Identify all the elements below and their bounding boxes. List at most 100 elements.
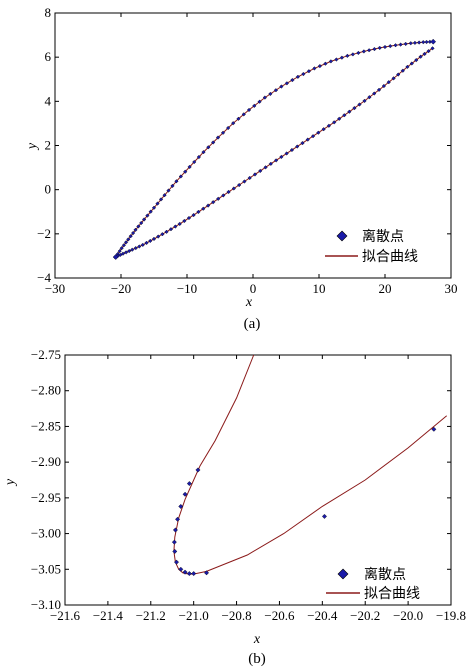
data-point <box>362 98 367 103</box>
x-tick-label: −21.0 <box>179 608 209 623</box>
data-point <box>142 217 147 222</box>
data-point <box>339 55 344 60</box>
chart-b-legend: 离散点 拟合曲线 <box>326 566 420 602</box>
data-point <box>424 39 429 45</box>
data-point <box>130 247 135 252</box>
data-point <box>326 123 331 128</box>
data-point <box>412 40 418 45</box>
data-point <box>148 238 153 243</box>
data-point <box>226 189 231 195</box>
x-tick-label: 0 <box>250 281 257 296</box>
chart-a-xlabel: x <box>245 295 253 310</box>
data-point <box>140 242 145 247</box>
data-point <box>290 77 295 83</box>
x-tick-label: −21.6 <box>50 608 81 623</box>
data-point <box>131 230 136 236</box>
data-point <box>192 159 197 165</box>
x-tick-label: 20 <box>379 281 392 296</box>
chart-b-tick-labels: −21.6 −21.4 −21.2 −21.0 −20.8 −20.6 −20.4 −20.2… <box>31 347 466 623</box>
x-tick-label: −21.2 <box>136 608 166 623</box>
data-point <box>231 186 236 191</box>
data-point-endpoint <box>112 254 119 260</box>
data-point <box>381 83 386 89</box>
data-point <box>171 539 177 545</box>
data-point <box>123 240 129 245</box>
data-point <box>196 209 201 214</box>
data-point <box>367 48 372 53</box>
data-point <box>398 42 403 47</box>
data-point <box>148 209 153 214</box>
data-point <box>220 130 226 135</box>
x-tick-label: −20.2 <box>350 608 380 623</box>
chart-b-legend-label-curve: 拟合曲线 <box>364 586 420 602</box>
data-point <box>133 246 138 251</box>
data-point <box>226 125 231 131</box>
data-point <box>342 113 347 118</box>
y-tick-label: −4 <box>37 270 51 285</box>
data-point <box>279 84 284 89</box>
data-point <box>191 571 197 577</box>
data-point <box>361 49 366 54</box>
data-point <box>377 45 382 50</box>
y-tick-label: 4 <box>45 93 52 108</box>
data-point <box>191 212 196 218</box>
chart-a-caption: (a) <box>244 316 261 332</box>
data-point <box>417 40 422 45</box>
y-tick-label: −2.90 <box>31 454 61 469</box>
chart-b-plot-frame <box>64 354 452 606</box>
data-point <box>321 127 326 132</box>
data-point <box>258 168 263 173</box>
chart-b-caption: (b) <box>248 651 266 667</box>
data-point <box>162 193 167 198</box>
data-point <box>372 46 377 52</box>
data-point <box>128 234 133 239</box>
data-point <box>172 527 178 533</box>
data-point <box>123 250 129 255</box>
data-point <box>178 503 184 509</box>
y-tick-label: 8 <box>45 5 52 20</box>
data-point <box>252 103 257 108</box>
data-point <box>274 158 279 163</box>
data-point <box>206 145 211 150</box>
data-point <box>174 179 179 184</box>
data-point <box>117 249 122 254</box>
data-point <box>400 68 405 73</box>
data-point <box>376 87 382 92</box>
data-point <box>356 50 361 55</box>
x-tick-label: 30 <box>445 281 458 296</box>
data-point <box>196 154 201 160</box>
y-tick-label: −3.10 <box>31 597 61 612</box>
data-point <box>328 59 333 64</box>
data-point <box>279 154 284 159</box>
x-tick-label: −20.0 <box>393 608 423 623</box>
chart-a-legend-marker-icon <box>336 230 348 242</box>
data-point <box>403 41 408 46</box>
data-point <box>321 513 327 519</box>
chart-b-fit-curve <box>173 354 448 575</box>
data-point <box>231 121 236 126</box>
data-point <box>168 227 174 232</box>
data-point <box>421 40 426 45</box>
data-point <box>186 215 192 221</box>
data-point <box>178 566 184 572</box>
chart-b-points <box>171 426 437 577</box>
data-point <box>187 164 192 170</box>
x-tick-label: −19.8 <box>436 608 466 623</box>
data-point <box>120 251 126 256</box>
data-point <box>211 140 216 145</box>
data-point <box>300 140 305 146</box>
data-point <box>332 120 337 125</box>
data-point <box>237 182 242 188</box>
fit-curve-lower <box>114 47 433 258</box>
data-point <box>178 174 183 179</box>
data-point <box>221 193 226 198</box>
data-point <box>139 220 144 226</box>
data-point <box>155 201 160 206</box>
chart-a-points <box>112 38 437 260</box>
y-tick-label: 0 <box>45 182 52 197</box>
chart-b: −21.6 −21.4 −21.2 −21.0 −20.8 −20.6 −20.4 −20.2… <box>3 347 466 667</box>
x-tick-label: −10 <box>177 281 197 296</box>
data-point <box>422 51 427 57</box>
y-tick-label: 6 <box>45 49 52 64</box>
data-point <box>206 203 211 208</box>
